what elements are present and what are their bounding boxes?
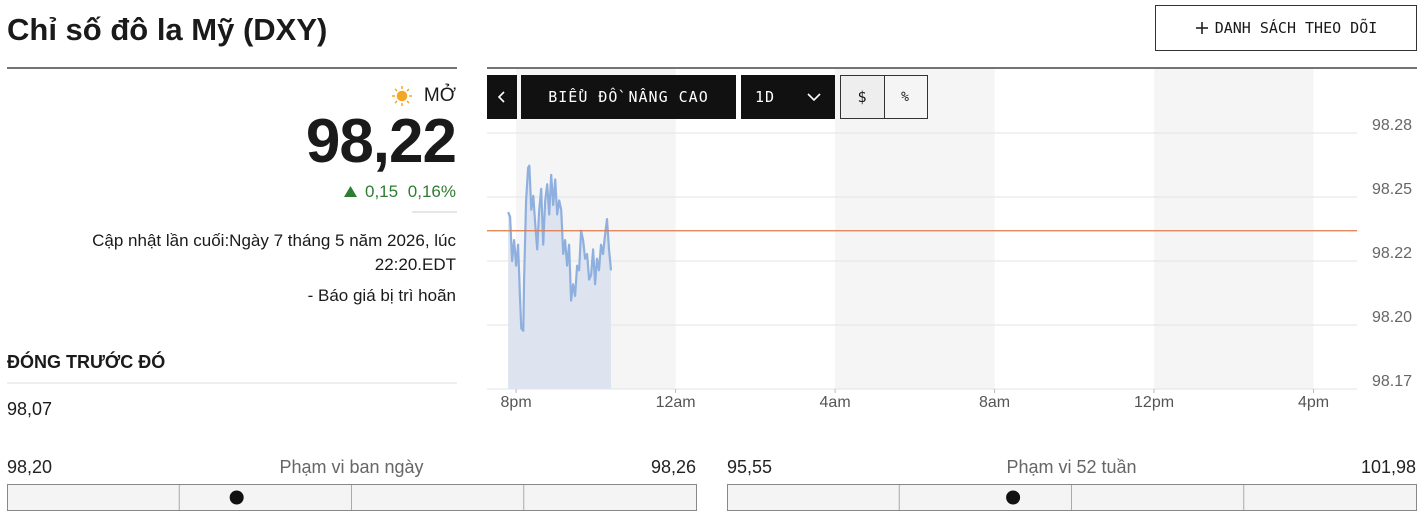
page-title: Chỉ số đô la Mỹ (DXY) [7, 12, 328, 47]
last-updated: Cập nhật lần cuối:Ngày 7 tháng 5 năm 202… [92, 231, 456, 274]
interval-label: 1D [755, 88, 776, 106]
range-marker [1006, 490, 1021, 505]
watchlist-button[interactable]: DANH SÁCH THEO DÕI [1155, 5, 1417, 51]
chevron-down [807, 93, 821, 102]
price-line [507, 164, 613, 332]
y-tick-label: 98.20 [1372, 309, 1412, 326]
delay-note: - Báo giá bị trì hoãn [307, 286, 456, 305]
change-percent: 0,16% [407, 182, 456, 201]
range-high: 101,98 [1361, 457, 1416, 477]
up-arrow [344, 186, 357, 197]
range-high: 98,26 [651, 457, 696, 477]
price: 98,22 [305, 107, 457, 176]
y-tick-label: 98.17 [1372, 373, 1412, 390]
area [508, 165, 612, 389]
x-tick-label: 12pm [1134, 394, 1174, 411]
previous-close-label: ĐÓNG TRƯỚC ĐÓ [7, 352, 166, 372]
x-tick-label: 12am [656, 394, 696, 411]
percent-toggle[interactable]: % [884, 75, 928, 119]
y-tick-label: 98.28 [1372, 117, 1412, 134]
back-button[interactable] [487, 75, 517, 119]
x-tick-label: 4am [820, 394, 851, 411]
x-tick-label: 8pm [501, 394, 532, 411]
y-tick-label: 98.22 [1372, 245, 1412, 262]
range-widget: 95,55 Phạm vi 52 tuần 101,98 [727, 457, 1417, 511]
plus-icon [1195, 22, 1208, 34]
session-band [835, 69, 995, 389]
market-status: MỞ [423, 85, 456, 106]
session-band [1154, 69, 1314, 389]
chart: 98.28 98.25 98.22 98.20 98.17 8pm 12am 4am 8am 12… [487, 69, 1412, 411]
currency-toggle[interactable]: $ [840, 75, 885, 119]
range-low: 95,55 [727, 457, 772, 477]
interval-dropdown[interactable]: 1D [741, 75, 835, 119]
sun-icon [392, 86, 412, 106]
chevron-left [497, 91, 505, 103]
x-tick-label: 8am [979, 394, 1010, 411]
x-tick-label: 4pm [1298, 394, 1329, 411]
advanced-chart-button[interactable]: BIỂU ĐỒ NÂNG CAO [521, 75, 736, 119]
change: 0,15 [365, 182, 399, 201]
range-widget: 98,20 Phạm vi ban ngày 98,26 [7, 457, 697, 511]
range-label: Phạm vi ban ngày [279, 457, 423, 477]
range-marker [229, 490, 244, 505]
watchlist-label: DANH SÁCH THEO DÕI [1214, 19, 1378, 37]
previous-close: 98,07 [7, 399, 53, 419]
range-low: 98,20 [7, 457, 52, 477]
range-label: Phạm vi 52 tuần [1006, 457, 1136, 477]
y-tick-label: 98.25 [1372, 181, 1412, 198]
